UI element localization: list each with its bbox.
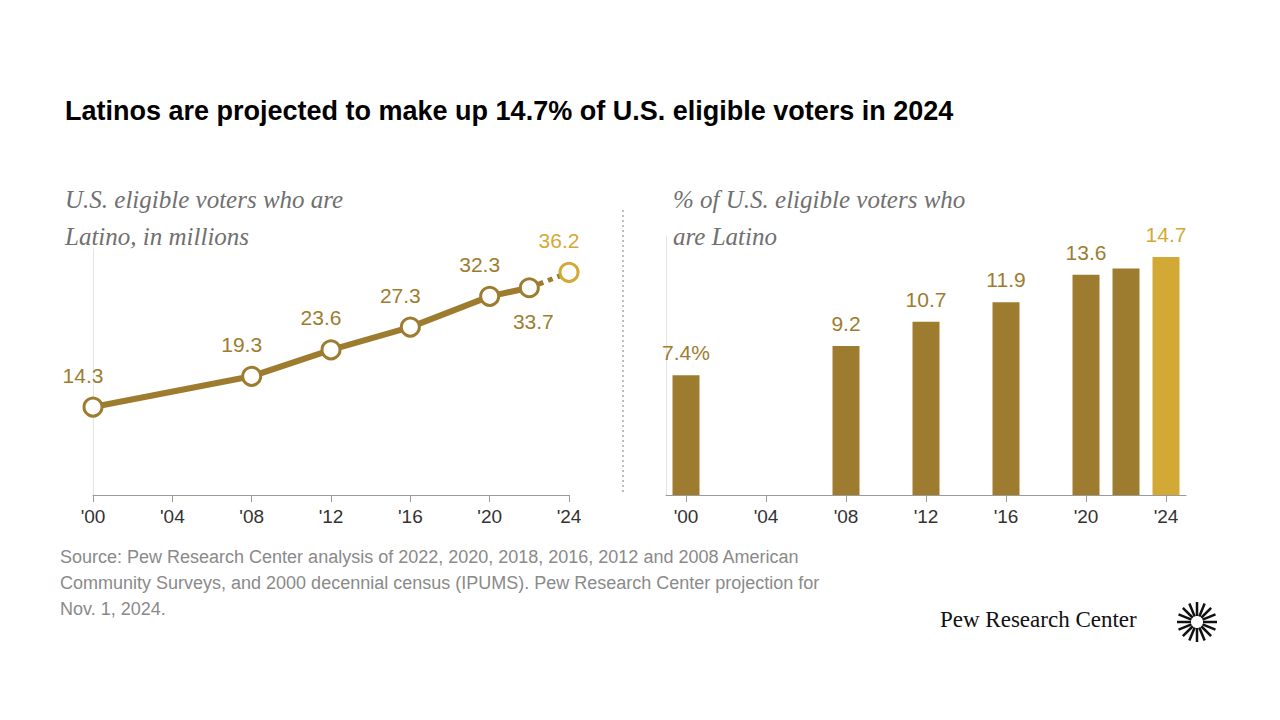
svg-text:Latino, in millions: Latino, in millions xyxy=(64,223,249,250)
svg-text:19.3: 19.3 xyxy=(221,333,262,356)
svg-text:'20: '20 xyxy=(477,506,502,527)
svg-text:9.2: 9.2 xyxy=(831,312,860,335)
svg-text:are Latino: are Latino xyxy=(673,223,777,250)
svg-text:'12: '12 xyxy=(914,506,939,527)
svg-text:Pew Research Center: Pew Research Center xyxy=(940,607,1137,632)
svg-text:'00: '00 xyxy=(674,506,699,527)
svg-text:7.4%: 7.4% xyxy=(662,341,710,364)
svg-text:14.7: 14.7 xyxy=(1146,223,1187,246)
svg-text:'08: '08 xyxy=(834,506,859,527)
svg-text:'00: '00 xyxy=(81,506,106,527)
svg-text:Nov. 1, 2024.: Nov. 1, 2024. xyxy=(60,599,166,619)
svg-text:Source: Pew Research Center an: Source: Pew Research Center analysis of … xyxy=(60,547,804,567)
svg-text:33.7: 33.7 xyxy=(513,310,554,333)
svg-text:'12: '12 xyxy=(319,506,344,527)
svg-text:'08: '08 xyxy=(239,506,264,527)
svg-text:'20: '20 xyxy=(1074,506,1099,527)
svg-text:13.6: 13.6 xyxy=(1066,241,1107,264)
svg-text:11.9: 11.9 xyxy=(986,268,1025,291)
svg-text:Latinos are projected to make: Latinos are projected to make up 14.7% o… xyxy=(65,96,953,126)
svg-text:23.6: 23.6 xyxy=(301,306,342,329)
svg-text:27.3: 27.3 xyxy=(380,284,421,307)
svg-text:Community Surveys, and 2000 de: Community Surveys, and 2000 decennial ce… xyxy=(60,573,824,593)
svg-text:'04: '04 xyxy=(160,506,185,527)
svg-text:'04: '04 xyxy=(754,506,779,527)
svg-text:'24: '24 xyxy=(557,506,582,527)
svg-text:14.3: 14.3 xyxy=(63,364,104,387)
svg-text:% of U.S. eligible voters who: % of U.S. eligible voters who xyxy=(673,186,965,213)
svg-text:'24: '24 xyxy=(1154,506,1179,527)
svg-text:10.7: 10.7 xyxy=(906,288,947,311)
svg-text:U.S. eligible voters who are: U.S. eligible voters who are xyxy=(65,186,343,213)
svg-text:'16: '16 xyxy=(994,506,1019,527)
svg-text:36.2: 36.2 xyxy=(539,229,580,252)
svg-text:'16: '16 xyxy=(398,506,423,527)
svg-text:32.3: 32.3 xyxy=(459,253,500,276)
